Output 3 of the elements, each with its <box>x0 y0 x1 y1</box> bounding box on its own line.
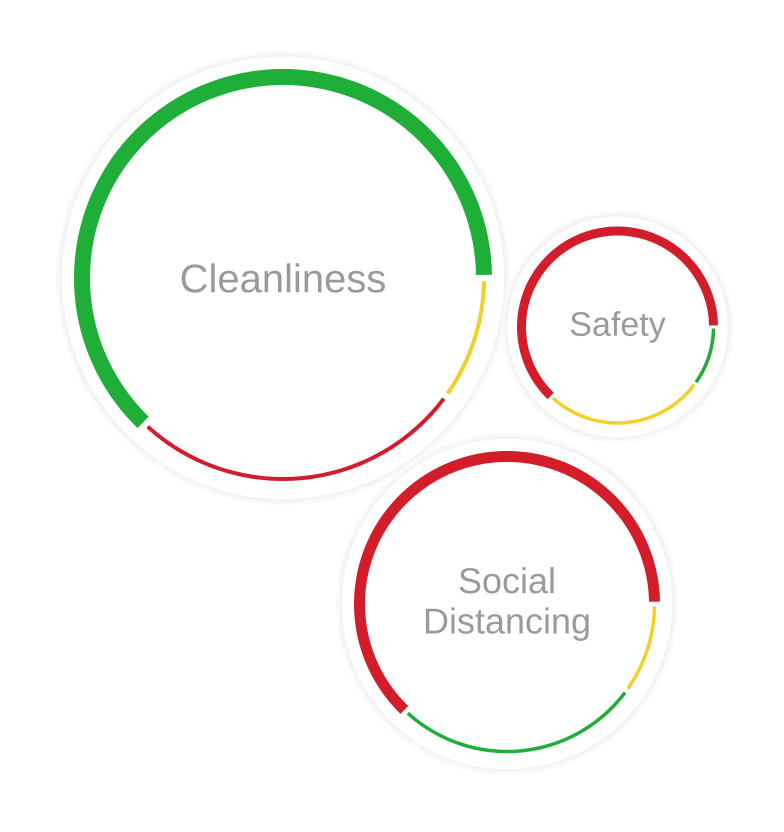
text: Social Distancing <box>426 567 589 641</box>
text: Safety <box>570 311 666 343</box>
text: Cleanliness <box>182 263 385 293</box>
